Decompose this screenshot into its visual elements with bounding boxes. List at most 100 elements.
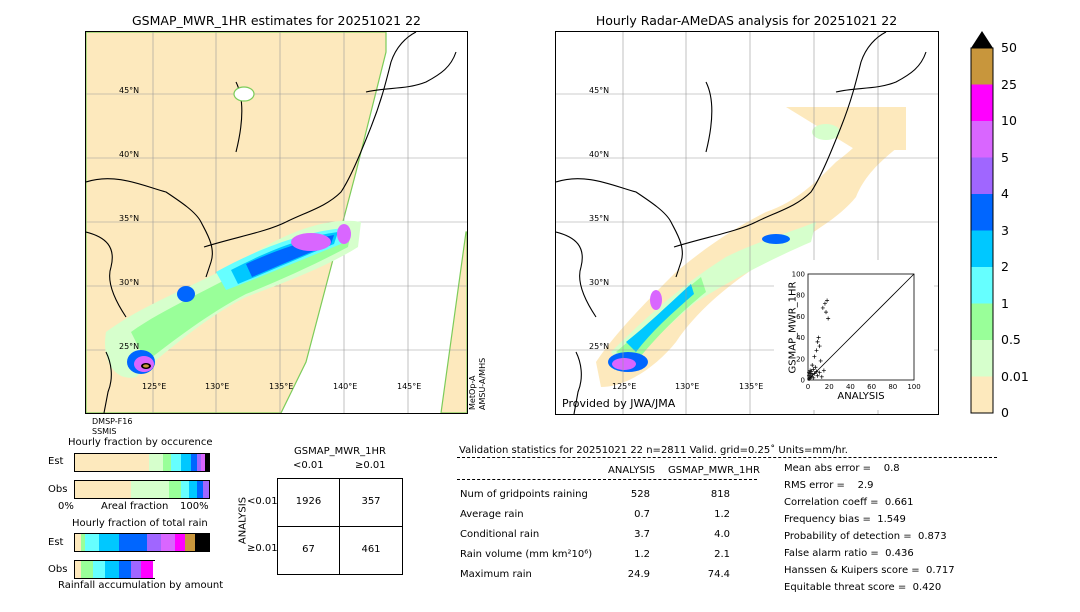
score-line: Equitable threat score = 0.420 [784,582,942,593]
scatter-inset[interactable]: 0 0 20 20 40 40 60 60 80 80 100 100 ANALYSIS GSMAP_… [774,260,934,410]
right-lat-label: 30°N [589,278,610,287]
validation-col-analysis: ANALYSIS [608,465,656,476]
provider-credit: Provided by JWA/JMA [562,397,676,410]
scatter-point [826,316,831,321]
colorbar-swatch [971,194,993,231]
validation-row-label: Conditional rain [460,529,540,540]
scatter-ytick: 80 [796,292,805,300]
contingency-cell: 461 [361,544,381,555]
colorbar-label: 0.01 [1001,368,1029,384]
left-lat-label: 45°N [119,86,140,95]
scatter-point [811,375,816,380]
occurrence-row-est: Est [48,456,64,467]
left-lon-label: 135°E [269,382,294,391]
left-lon-label: 140°E [333,382,358,391]
scatter-point [813,365,818,370]
validation-row-analysis: 1.2 [634,549,650,560]
scatter-point [817,370,822,375]
scatter-point [807,376,812,381]
rain-field [105,220,362,378]
validation-col-gsmap: GSMAP_MWR_1HR [668,465,760,476]
left-map[interactable]: 45°N 40°N 35°N 30°N 25°N 125°E 130°E 135… [85,31,468,414]
colorbar-label: 2 [1001,259,1009,274]
radar-coverage [596,107,906,387]
scatter-point [825,298,830,303]
right-lat-label: 45°N [589,86,610,95]
scatter-point [822,301,827,306]
contingency-table: 1926 357 67 461 [277,478,403,575]
right-map[interactable]: 45°N 40°N 35°N 30°N 25°N 125°E 130°E 135… [555,31,939,415]
sensor-left-1: DMSP-F16 [92,417,133,426]
scatter-point [818,358,823,363]
right-lon-label: 135°E [739,382,764,391]
scatter-point [817,344,822,349]
occurrence-title: Hourly fraction by occurence [68,437,213,448]
scatter-point [807,370,812,375]
scatter-diagonal [807,273,915,381]
validation-row-label: Average rain [460,509,524,520]
colorbar-swatch [971,121,993,158]
score-line: RMS error = 2.9 [784,480,874,491]
sensor-right-2: AMSU-A/MHS [478,357,487,410]
scatter-point [808,368,813,373]
scatter-plot: 00 20 20 40 40 60 60 80 80 100 100 [792,271,921,392]
scatter-points: 00 20 20 40 40 60 60 80 80 100 100 [792,271,921,392]
validation-row-gsmap: 818 [710,489,730,500]
score-line: Correlation coeff = 0.661 [784,497,914,508]
validation-row-label: Num of gridpoints raining [460,489,588,500]
colorbar-swatch [971,303,993,340]
left-map-canvas [86,32,467,413]
satellite-swath-east [440,231,467,413]
right-lon-label: 125°E [612,382,637,391]
scatter-point [816,335,821,340]
right-lat-label: 35°N [589,214,610,223]
colorbar-label: 1 [1001,295,1009,311]
total-title: Hourly fraction of total rain [72,518,208,529]
score-line: Mean abs error = 0.8 [784,463,900,474]
occurrence-axis-right: 100% [180,501,209,512]
validation-row-analysis: 528 [630,489,650,500]
colorbar-extend-arrow [971,31,993,48]
colorbar-swatch [971,48,993,85]
scatter-point [812,354,817,359]
coastline [86,32,457,413]
colorbar-label: 0 [1001,405,1009,420]
scatter-point [820,305,825,310]
scatter-point [824,310,829,315]
scatter-xtick: 40 [846,383,855,391]
scatter-xtick: 60 [867,383,876,391]
scatter-point [821,368,826,373]
scatter-point [819,374,824,379]
left-lon-label: 145°E [397,382,422,391]
scatter-ytick: 20 [796,355,805,363]
validation-row-label: Rain volume (mm km²10⁶) [460,549,593,560]
validation-header: Validation statistics for 20251021 22 n=… [459,445,848,456]
colorbar-label: 5 [1001,149,1009,165]
right-lat-label: 25°N [589,342,610,351]
left-lon-label: 125°E [142,382,167,391]
occurrence-bar-est [74,453,210,472]
total-row-obs: Obs [48,564,68,575]
right-map-canvas [556,32,938,414]
sensor-right-1: MetOp-A [468,375,477,410]
scatter-xlabel: ANALYSIS [837,391,885,402]
validation-divider-2 [457,479,757,480]
contingency-cell: 67 [302,544,315,555]
validation-row-gsmap: 2.1 [714,549,730,560]
colorbar-frame [970,47,994,414]
occurrence-axis-mid: Areal fraction [101,501,169,512]
contingency-col-header: ≥0.01 [355,460,386,471]
total-row-est: Est [48,537,64,548]
contingency-title: GSMAP_MWR_1HR [294,446,386,457]
colorbar-swatch [971,340,993,377]
colorbar-label: 3 [1001,222,1009,238]
colorbar-label: 50 [1001,40,1017,55]
sensor-left-2: SSMIS [92,427,117,436]
left-lon-label: 130°E [205,382,230,391]
scatter-point [814,369,819,374]
colorbar-swatch [971,84,993,121]
contingency-cell: 357 [361,496,381,507]
contingency-row-header: <0.01 [247,496,278,507]
graticule [86,32,467,413]
left-lat-label: 30°N [119,278,140,287]
